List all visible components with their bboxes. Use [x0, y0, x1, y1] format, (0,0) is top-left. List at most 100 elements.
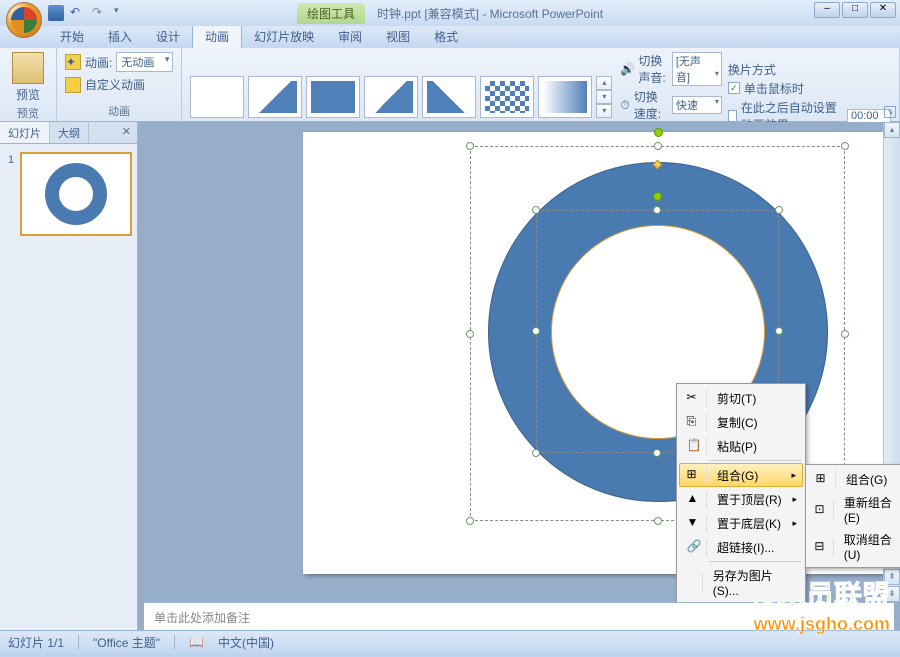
selection-handle[interactable]: [654, 142, 662, 150]
spellcheck-icon[interactable]: 📖: [189, 635, 204, 649]
transition-dialog-launcher[interactable]: ↘: [884, 106, 896, 118]
sound-label: 切换声音:: [638, 52, 668, 86]
selection-handle[interactable]: [532, 206, 540, 214]
submenu-ungroup[interactable]: ⊟取消组合(U): [808, 528, 900, 565]
submenu-arrow-icon: ▸: [792, 494, 797, 505]
group-label-preview: 预览: [8, 103, 48, 121]
animate-label: 动画:: [85, 54, 112, 71]
selection-handle[interactable]: [466, 517, 474, 525]
save-icon[interactable]: [48, 5, 64, 21]
group-label-animation: 动画: [65, 101, 173, 119]
panel-close-button[interactable]: ✕: [116, 122, 137, 143]
transition-item-6[interactable]: [538, 76, 592, 118]
speed-dropdown[interactable]: 快速: [672, 96, 722, 114]
menu-cut[interactable]: ✂剪切(T): [679, 386, 803, 410]
selection-handle[interactable]: [841, 142, 849, 150]
transition-item-1[interactable]: [248, 76, 302, 118]
preview-button[interactable]: 预览: [8, 52, 48, 103]
selection-handle[interactable]: [841, 330, 849, 338]
selection-handle[interactable]: [466, 142, 474, 150]
menu-group[interactable]: ⊞组合(G)▸: [679, 463, 803, 487]
bring-front-icon: ▲: [687, 491, 703, 507]
slide-thumbnail-1[interactable]: 1: [20, 152, 132, 236]
tab-slideshow[interactable]: 幻灯片放映: [242, 25, 326, 48]
notes-pane[interactable]: 单击此处添加备注: [144, 602, 894, 630]
tab-review[interactable]: 审阅: [326, 25, 374, 48]
selection-handle[interactable]: [775, 327, 783, 335]
preview-icon: [12, 52, 44, 84]
tab-design[interactable]: 设计: [144, 25, 192, 48]
ribbon-tabs: 开始 插入 设计 动画 幻灯片放映 审阅 视图 格式: [0, 26, 900, 48]
ribbon: 预览 预览 ✦ 动画: 无动画 ⚡ 自定义动画 动画: [0, 48, 900, 122]
selection-handle[interactable]: [532, 449, 540, 457]
panel-tab-outline[interactable]: 大纲: [50, 122, 89, 143]
title-bar: ↶ ↷ ▾ 绘图工具 时钟.ppt [兼容模式] - Microsoft Pow…: [0, 0, 900, 26]
undo-icon[interactable]: ↶: [70, 5, 86, 21]
language-indicator[interactable]: 中文(中国): [218, 634, 274, 651]
office-button[interactable]: [6, 2, 42, 38]
minimize-button[interactable]: –: [814, 2, 840, 18]
submenu-arrow-icon: ▸: [791, 470, 796, 481]
tab-animations[interactable]: 动画: [192, 24, 242, 48]
selection-handle[interactable]: [653, 206, 661, 214]
scroll-up-button[interactable]: ▴: [884, 122, 900, 138]
submenu-group[interactable]: ⊞组合(G): [808, 467, 900, 491]
copy-icon: ⎘: [687, 414, 703, 430]
auto-after-checkbox[interactable]: [728, 110, 737, 122]
menu-separator: [709, 561, 801, 562]
regroup-icon: ⊡: [814, 502, 830, 518]
thumbnail-ring-shape: [45, 163, 107, 225]
menu-send-back[interactable]: ▼置于底层(K)▸: [679, 511, 803, 535]
speed-label: 切换速度:: [634, 88, 668, 122]
selection-handle[interactable]: [532, 327, 540, 335]
panel-tab-slides[interactable]: 幻灯片: [0, 122, 50, 143]
tab-insert[interactable]: 插入: [96, 25, 144, 48]
on-click-checkbox[interactable]: ✓: [728, 82, 740, 94]
send-back-icon: ▼: [687, 515, 703, 531]
sound-dropdown[interactable]: [无声音]: [672, 52, 722, 86]
rotation-handle-inner[interactable]: [653, 192, 662, 201]
animate-icon: ✦: [65, 54, 81, 70]
speed-icon: ⏱: [620, 98, 629, 112]
menu-paste[interactable]: 📋粘贴(P): [679, 434, 803, 458]
selection-handle[interactable]: [775, 206, 783, 214]
next-slide-button[interactable]: ⇟: [884, 586, 900, 602]
qat-dropdown-icon[interactable]: ▾: [114, 5, 124, 21]
prev-slide-button[interactable]: ⇞: [884, 569, 900, 585]
maximize-button[interactable]: □: [842, 2, 868, 18]
tab-view[interactable]: 视图: [374, 25, 422, 48]
sound-icon: 🔊: [620, 62, 634, 76]
redo-icon[interactable]: ↷: [92, 5, 108, 21]
ribbon-group-animation: ✦ 动画: 无动画 ⚡ 自定义动画 动画: [57, 48, 182, 121]
thumbnail-number: 1: [8, 154, 14, 166]
close-button[interactable]: ✕: [870, 2, 896, 18]
theme-name: "Office 主题": [93, 634, 160, 651]
tab-format[interactable]: 格式: [422, 25, 470, 48]
transition-item-4[interactable]: [422, 76, 476, 118]
menu-save-as-picture[interactable]: 另存为图片(S)...: [679, 564, 803, 601]
transition-gallery-scroll[interactable]: ▴▾▾: [596, 76, 612, 118]
context-menu: ✂剪切(T) ⎘复制(C) 📋粘贴(P) ⊞组合(G)▸ ▲置于顶层(R)▸ ▼…: [676, 383, 806, 602]
transition-item-3[interactable]: [364, 76, 418, 118]
transition-none[interactable]: [190, 76, 244, 118]
transition-item-5[interactable]: [480, 76, 534, 118]
quick-access-toolbar: ↶ ↷ ▾: [48, 5, 124, 21]
slide-editor: ✂剪切(T) ⎘复制(C) 📋粘贴(P) ⊞组合(G)▸ ▲置于顶层(R)▸ ▼…: [138, 122, 900, 630]
menu-hyperlink[interactable]: 🔗超链接(I)...: [679, 535, 803, 559]
custom-anim-icon: ⚡: [65, 77, 81, 93]
content-area: 幻灯片 大纲 ✕ 1: [0, 122, 900, 630]
cut-icon: ✂: [687, 390, 703, 406]
selection-handle[interactable]: [466, 330, 474, 338]
menu-bring-front[interactable]: ▲置于顶层(R)▸: [679, 487, 803, 511]
transition-item-2[interactable]: [306, 76, 360, 118]
rotation-handle-outer[interactable]: [654, 128, 663, 137]
animate-dropdown[interactable]: 无动画: [116, 52, 173, 72]
advance-header: 换片方式: [728, 61, 891, 78]
submenu-regroup[interactable]: ⊡重新组合(E): [808, 491, 900, 528]
slide-canvas-area[interactable]: ✂剪切(T) ⎘复制(C) 📋粘贴(P) ⊞组合(G)▸ ▲置于顶层(R)▸ ▼…: [138, 122, 900, 602]
selection-handle[interactable]: [653, 449, 661, 457]
custom-animation-button[interactable]: 自定义动画: [85, 76, 145, 93]
menu-copy[interactable]: ⎘复制(C): [679, 410, 803, 434]
tab-home[interactable]: 开始: [48, 25, 96, 48]
selection-handle[interactable]: [654, 517, 662, 525]
